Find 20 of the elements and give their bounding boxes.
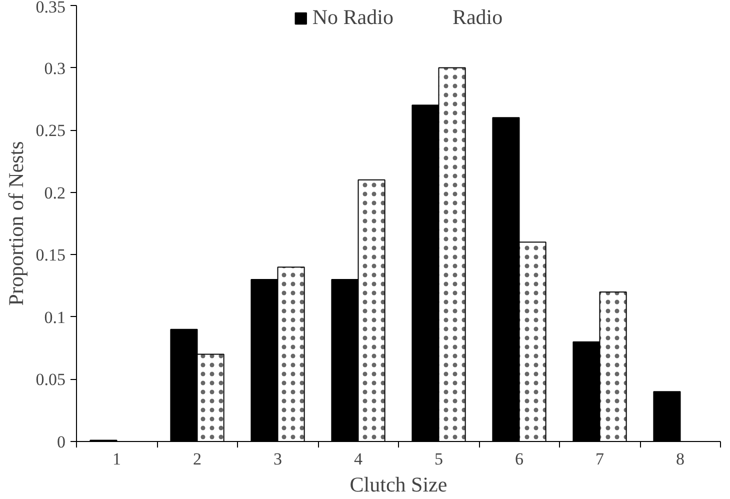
x-tick-label: 3 (274, 450, 282, 468)
x-tick-label: 7 (596, 450, 604, 468)
y-tick-label: 0.05 (36, 370, 66, 390)
y-tick-label: 0.35 (36, 0, 66, 16)
x-tick-label: 4 (354, 450, 363, 468)
y-tick-label: 0.15 (36, 246, 66, 265)
x-axis-title: Clutch Size (350, 472, 448, 496)
x-tick-label: 6 (515, 450, 524, 468)
y-tick-label: 0.3 (44, 58, 66, 78)
x-tick-label: 8 (676, 450, 684, 468)
legend-label: No Radio (312, 5, 394, 30)
x-tick-label: 2 (193, 450, 202, 468)
y-axis-title: Proportion of Nests (4, 141, 28, 306)
series-label: Radio (452, 5, 503, 30)
y-tick-label: 0.25 (36, 121, 66, 140)
x-tick-label: 1 (112, 450, 121, 468)
y-tick-label: 0.1 (44, 308, 66, 327)
y-tick-label: 0 (57, 432, 66, 452)
y-tick-label: 0.2 (44, 183, 66, 202)
x-tick-label: 5 (434, 450, 443, 468)
